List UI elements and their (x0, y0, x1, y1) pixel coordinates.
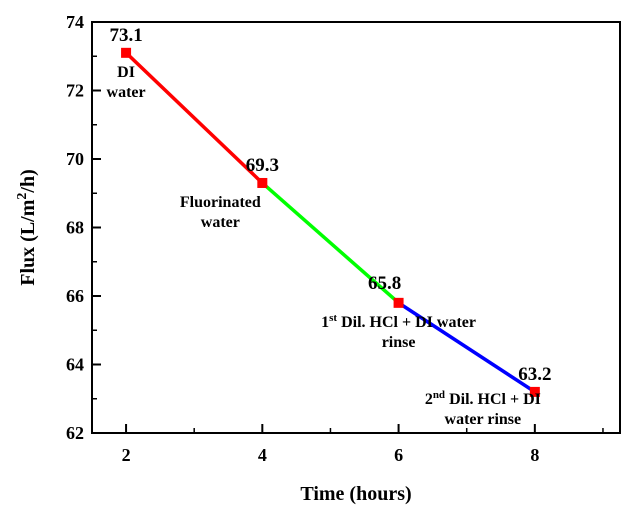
annotation-label: DI (117, 64, 135, 81)
annotation-ordinal-suffix: st (329, 312, 337, 324)
annotation-label: water (201, 214, 240, 231)
annotation-label: Fluorinated (180, 194, 261, 211)
annotation-ordinal: 2 (425, 391, 433, 408)
data-value-label: 63.2 (518, 364, 551, 385)
y-axis-label-tail: /h) (17, 169, 39, 193)
annotation-ordinal: 1 (321, 314, 329, 331)
y-axis-label: Flux (L/m2/h) (15, 169, 39, 285)
y-tick-label: 66 (66, 286, 84, 306)
line-segment (124, 51, 264, 185)
annotation-text: rinse (382, 334, 416, 351)
annotation-label: water (107, 84, 146, 101)
annotation-text: Fluorinated (180, 194, 261, 211)
annotation-label: 2nd Dil. HCl + DI (425, 389, 541, 408)
data-point-marker (529, 386, 540, 397)
annotation-label: 1st Dil. HCl + DI water (321, 312, 476, 331)
data-value-label: 69.3 (246, 155, 279, 176)
line-segment (261, 181, 400, 305)
y-tick-label: 72 (66, 81, 84, 101)
annotation-text: DI (117, 64, 135, 81)
x-axis-label: Time (hours) (300, 483, 411, 505)
annotation-label: rinse (382, 334, 416, 351)
y-tick-label: 64 (66, 355, 84, 375)
y-tick-label: 62 (66, 423, 84, 443)
series (121, 47, 540, 397)
annotation-text: water (201, 214, 240, 231)
y-tick-label: 70 (66, 149, 84, 169)
annotation-text: water (107, 84, 146, 101)
y-axis-label-sup: 2 (15, 193, 30, 200)
data-value-label: 73.1 (109, 25, 142, 46)
annotation-text: Dil. HCl + DI (445, 391, 541, 408)
annotation-label: water rinse (445, 411, 522, 428)
annotation-text: Dil. HCl + DI water (337, 314, 476, 331)
data-point-marker (393, 297, 404, 308)
data-point-marker (121, 47, 132, 58)
y-axis-label-main: Flux (L/m (17, 199, 39, 285)
labels: 73.1 69.3 65.8 63.2 DI water Fluorinated water 1… (107, 25, 552, 428)
x-tick-label: 6 (394, 445, 403, 465)
x-tick-label: 8 (530, 445, 539, 465)
y-tick-label: 68 (66, 218, 84, 238)
annotation-text: water rinse (445, 411, 522, 428)
data-point-marker (257, 177, 268, 188)
y-tick-label: 74 (66, 12, 84, 32)
x-tick-label: 4 (258, 445, 267, 465)
annotation-ordinal-suffix: nd (433, 389, 445, 401)
data-value-label: 65.8 (368, 273, 401, 294)
line-segment (397, 301, 536, 394)
x-tick-label: 2 (122, 445, 131, 465)
